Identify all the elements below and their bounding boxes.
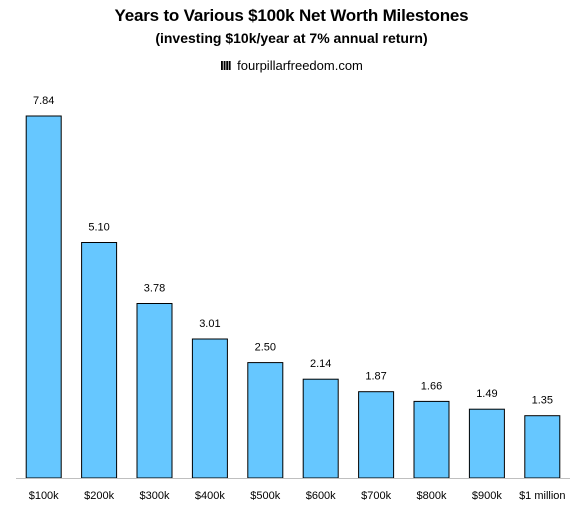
bar-9 <box>524 415 561 479</box>
chart-title: Years to Various $100k Net Worth Milesto… <box>114 6 469 25</box>
bar-8 <box>468 408 505 479</box>
data-label-6: 1.87 <box>365 371 386 383</box>
data-label-1: 5.10 <box>88 222 109 234</box>
data-label-2: 3.78 <box>144 283 165 295</box>
chart-subtitle: (investing $10k/year at 7% annual return… <box>155 30 428 46</box>
x-tick-label-9: $1 million <box>519 490 565 502</box>
x-tick-label-5: $600k <box>306 490 336 502</box>
x-tick-label-2: $300k <box>140 490 170 502</box>
tick-labels-group: $100k $200k $300k $400k $500k $600k $700k $800k… <box>29 490 566 502</box>
bar-2 <box>136 303 173 479</box>
x-tick-label-6: $700k <box>361 490 391 502</box>
x-tick-label-1: $200k <box>84 490 114 502</box>
x-tick-label-4: $500k <box>250 490 280 502</box>
bar-1 <box>81 242 118 479</box>
data-labels-group: 7.84 5.10 3.78 3.01 2.50 2.14 1.87 1.66 1.49 1.35 <box>33 95 553 407</box>
data-label-9: 1.35 <box>532 395 553 407</box>
x-tick-label-7: $800k <box>417 490 447 502</box>
x-tick-label-3: $400k <box>195 490 225 502</box>
x-tick-label-0: $100k <box>29 490 59 502</box>
x-tick-label-8: $900k <box>472 490 502 502</box>
data-label-3: 3.01 <box>199 318 220 330</box>
bars-group <box>25 115 561 479</box>
source-text: fourpillarfreedom.com <box>237 58 363 73</box>
data-label-5: 2.14 <box>310 358 331 370</box>
bar-5 <box>302 378 339 479</box>
bar-4 <box>247 362 284 479</box>
bar-3 <box>191 338 228 479</box>
data-label-4: 2.50 <box>255 342 276 354</box>
bar-0 <box>25 115 62 479</box>
bar-7 <box>413 400 450 479</box>
data-label-0: 7.84 <box>33 95 54 107</box>
data-label-7: 1.66 <box>421 380 442 392</box>
source-logo-icon: IIII <box>220 58 231 73</box>
bar-6 <box>358 391 395 479</box>
source-credit: IIII fourpillarfreedom.com <box>0 58 583 73</box>
data-label-8: 1.49 <box>476 388 497 400</box>
